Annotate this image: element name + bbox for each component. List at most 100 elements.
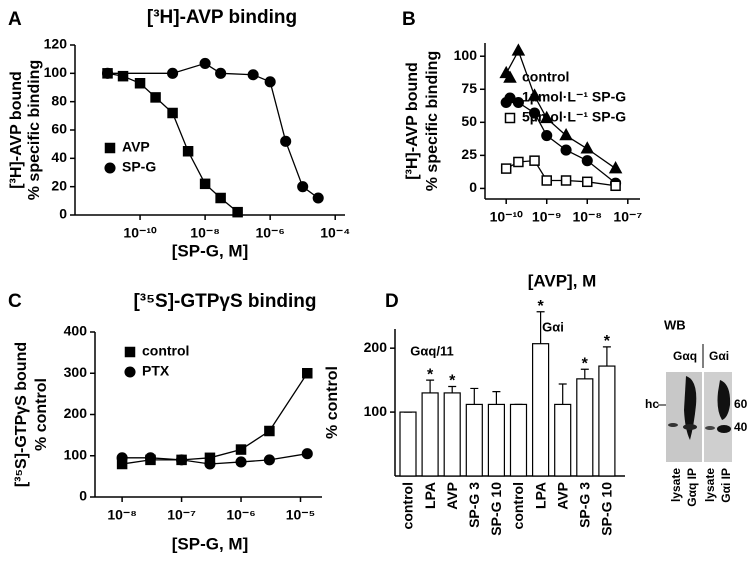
marker <box>610 180 621 192</box>
legend-label: 1µmol·L⁻¹ SP-G <box>522 89 626 105</box>
blot-band <box>668 423 678 427</box>
legend-label: PTX <box>142 363 170 379</box>
marker <box>511 43 526 56</box>
bar <box>465 403 483 477</box>
legend-marker <box>503 70 517 83</box>
blot-title: WB <box>664 317 686 332</box>
blot-lane: Gαi IP <box>719 468 733 503</box>
marker <box>116 452 128 464</box>
marker <box>167 67 179 79</box>
marker <box>204 458 216 470</box>
blot-marker: 60 <box>734 397 748 411</box>
blot-panel <box>704 372 732 462</box>
blot-band <box>717 425 731 433</box>
x-tick-label: control <box>400 482 416 529</box>
marker <box>581 155 593 167</box>
blot-lane: lysate <box>669 468 683 502</box>
bar <box>531 343 550 477</box>
marker <box>529 155 540 166</box>
marker <box>199 57 211 69</box>
error-bar <box>536 311 545 344</box>
x-tick-label: 10⁻⁵ <box>286 507 316 523</box>
blot-marker: 40 <box>734 420 748 434</box>
x-axis-label: [AVP], M <box>528 271 597 290</box>
marker <box>512 96 524 109</box>
blot-band <box>717 380 731 420</box>
group-label: Gαi <box>542 319 564 334</box>
bar <box>509 403 528 477</box>
marker <box>513 156 524 168</box>
marker <box>527 88 542 101</box>
marker <box>280 135 292 147</box>
x-tick-label: 10⁻⁶ <box>255 225 284 241</box>
y-axis-label: % control <box>324 366 341 439</box>
significance-mark: * <box>427 366 434 383</box>
bar <box>421 392 439 477</box>
significance-mark: * <box>582 355 589 372</box>
legend-label: 5µmol·L⁻¹ SP-G <box>522 109 626 125</box>
x-tick-label: 10⁻⁷ <box>167 507 196 523</box>
error-bar <box>448 385 457 393</box>
marker <box>199 178 211 190</box>
bar <box>554 403 572 477</box>
bar <box>487 403 505 477</box>
x-tick-label: 10⁻⁴ <box>320 225 350 241</box>
y-axis-label: [³H]-AVP bound <box>404 62 421 180</box>
y-axis-label: [³⁵S]-GTPγS bound <box>13 342 30 487</box>
y-tick-label: 100 <box>454 47 478 63</box>
y-axis-label: % control <box>33 378 50 451</box>
x-tick-label: 10⁻⁸ <box>107 507 137 523</box>
x-tick-label: AVP <box>554 482 570 510</box>
series-line <box>122 372 308 465</box>
marker <box>582 176 593 188</box>
marker <box>559 127 573 141</box>
blot-header: Gαi <box>709 349 729 363</box>
blot-band <box>705 426 715 430</box>
significance-mark: * <box>537 298 544 315</box>
legend-marker <box>104 142 116 154</box>
marker <box>560 144 572 156</box>
y-tick-label: 80 <box>51 92 67 108</box>
marker <box>167 107 178 119</box>
marker <box>176 454 188 466</box>
significance-mark: * <box>604 333 611 350</box>
y-axis-label: % specific binding <box>424 51 441 191</box>
panel-label: A <box>8 9 22 30</box>
legend-label: control <box>522 69 569 85</box>
legend-marker <box>104 162 116 174</box>
marker <box>560 175 572 186</box>
legend-marker <box>124 366 136 378</box>
y-tick-label: 200 <box>64 405 88 421</box>
marker <box>232 206 243 218</box>
error-bar <box>602 346 611 367</box>
x-tick-label: 10⁻¹⁰ <box>123 225 157 241</box>
y-tick-label: 60 <box>51 121 67 137</box>
x-tick-label: 10⁻¹⁰ <box>490 209 524 225</box>
marker <box>215 192 226 204</box>
legend-marker <box>124 346 136 358</box>
blot-lane: Gαq IP <box>685 468 699 507</box>
y-tick-label: 100 <box>44 64 68 80</box>
y-tick-label: 0 <box>59 206 67 222</box>
y-axis-label: % specific binding <box>26 60 43 200</box>
legend-label: AVP <box>122 139 150 155</box>
marker <box>117 70 129 82</box>
bar <box>576 378 594 477</box>
marker <box>144 452 157 464</box>
marker <box>247 69 259 81</box>
y-tick-label: 300 <box>64 364 88 380</box>
marker <box>134 78 146 89</box>
bar <box>598 365 616 477</box>
x-tick-label: SP-G 3 <box>466 482 482 528</box>
y-tick-label: 400 <box>64 323 88 339</box>
marker <box>235 456 247 468</box>
x-tick-label: 10⁻⁷ <box>613 209 642 225</box>
marker <box>539 110 554 124</box>
marker <box>528 107 541 119</box>
marker <box>312 192 324 204</box>
marker <box>301 448 313 460</box>
marker <box>215 67 227 79</box>
marker <box>264 76 276 88</box>
marker <box>182 146 194 157</box>
